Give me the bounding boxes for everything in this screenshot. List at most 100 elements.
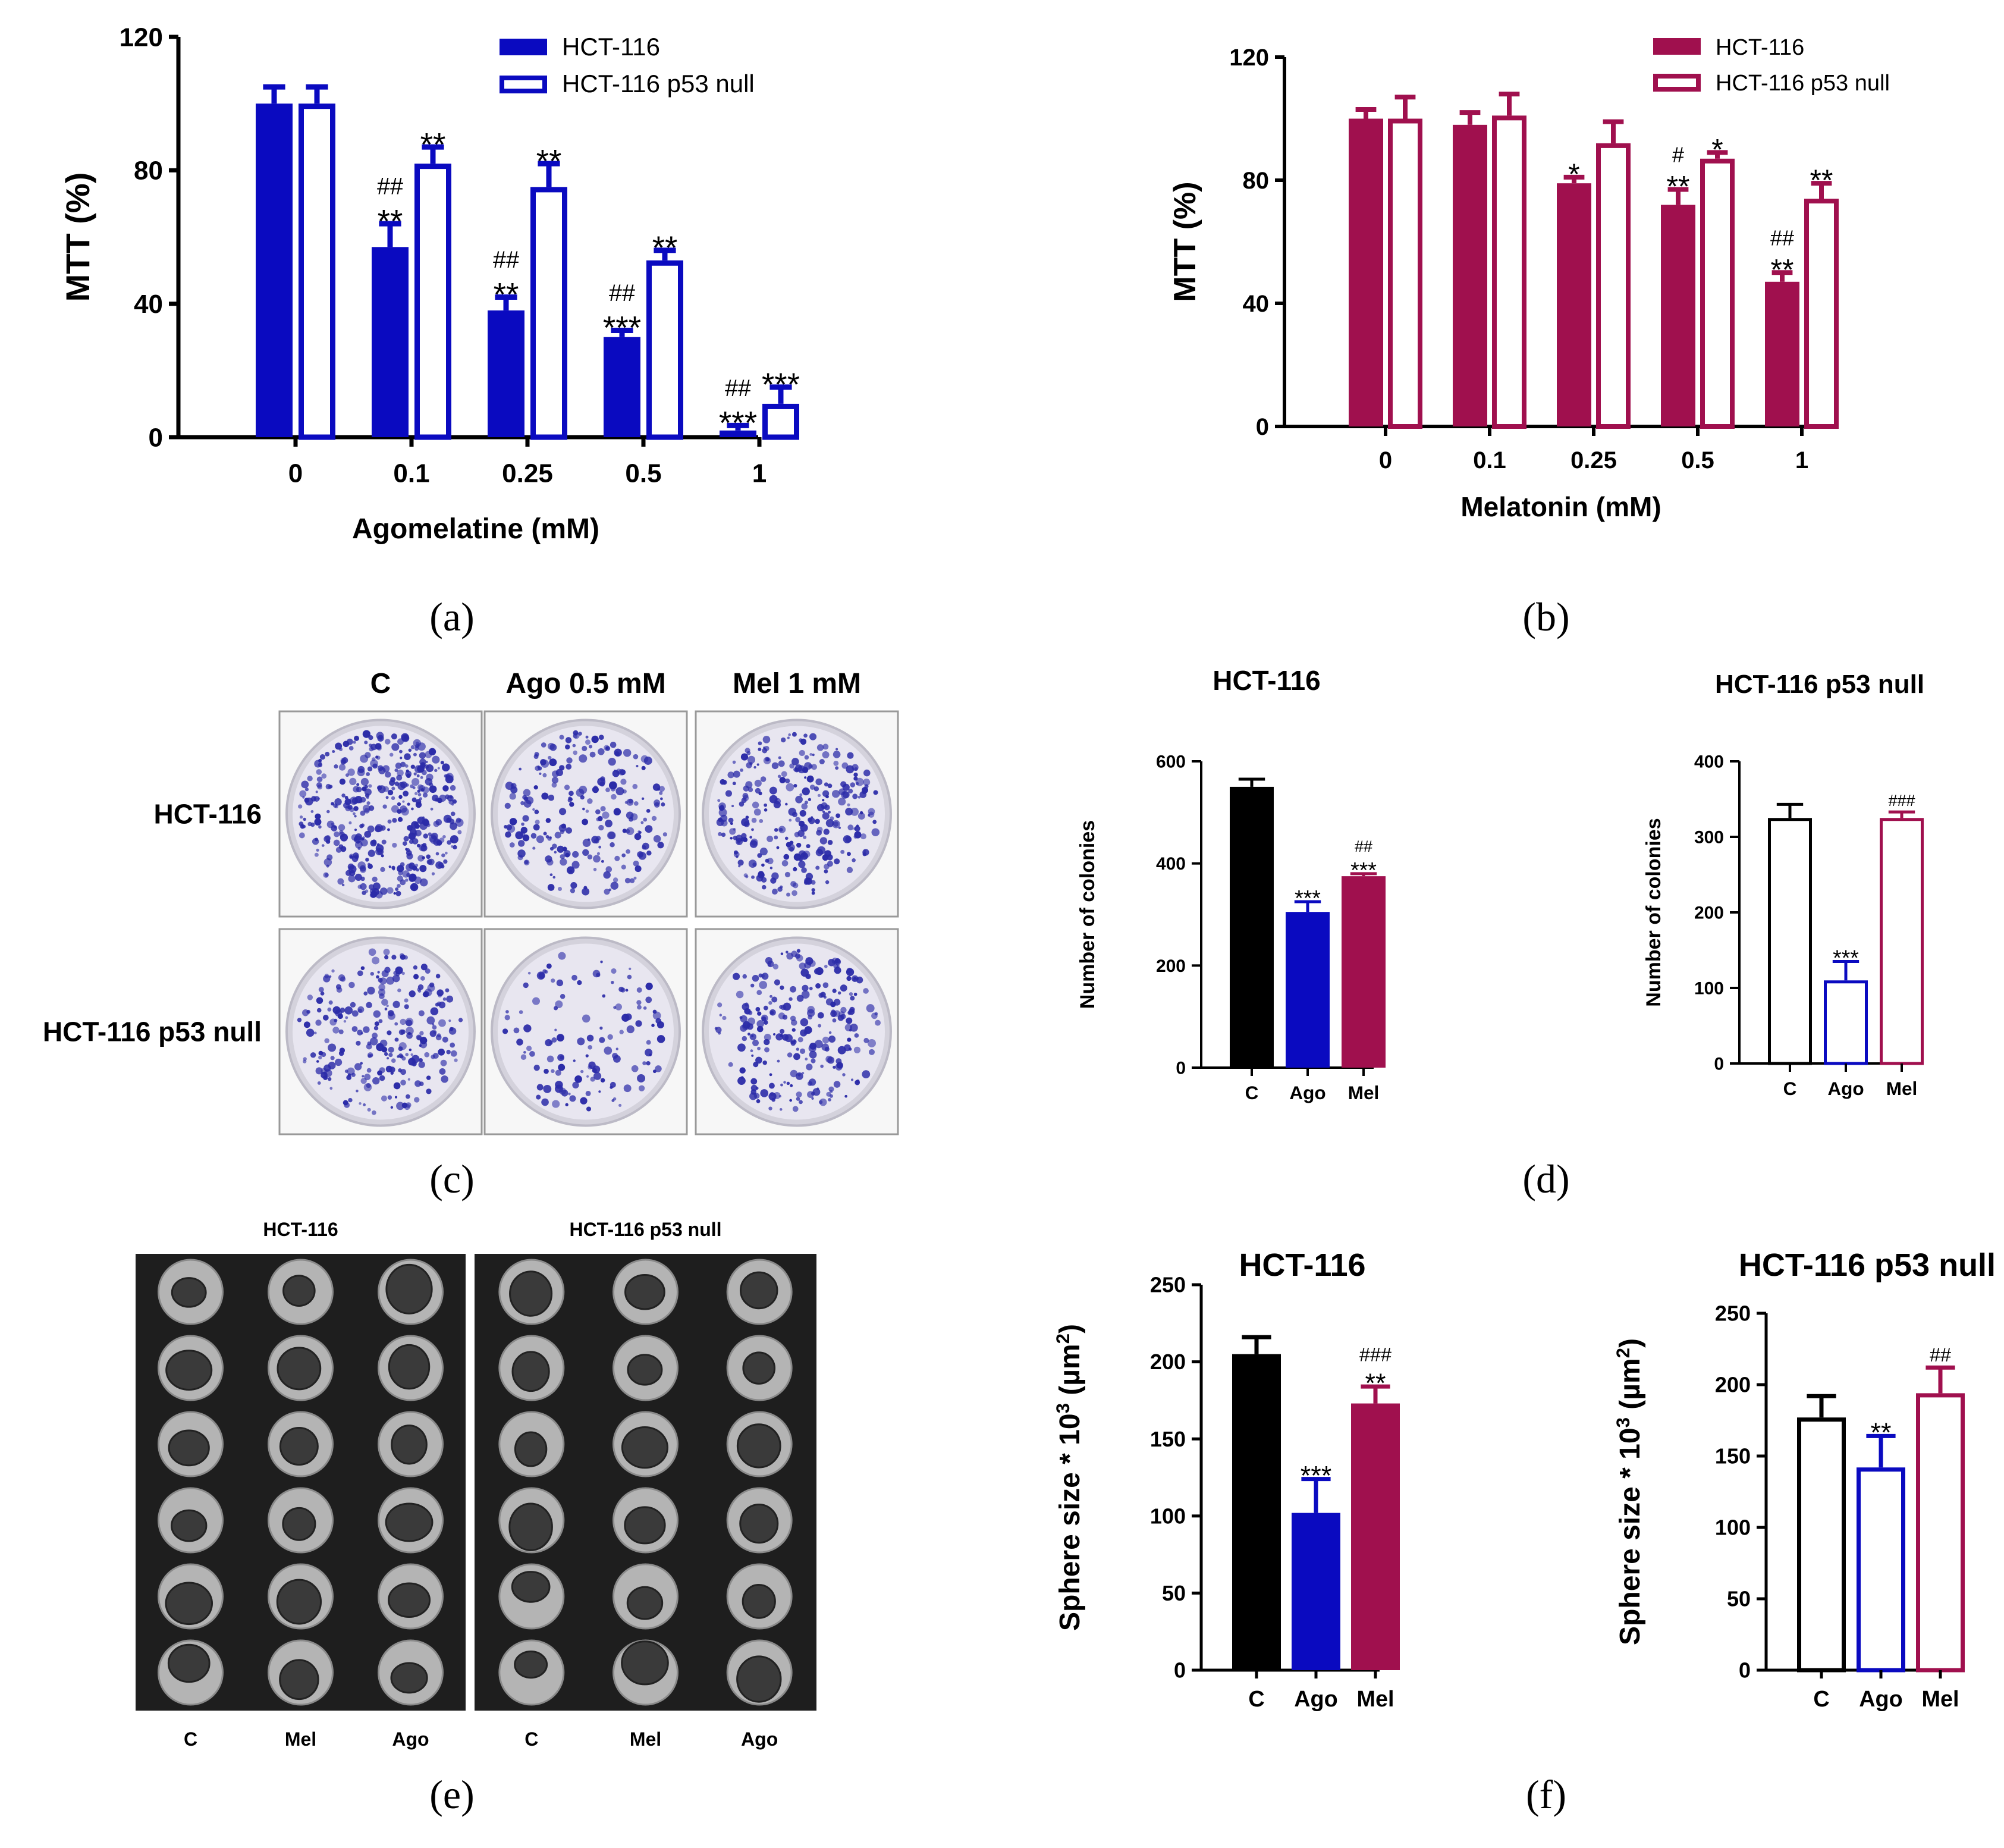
colony-dot	[390, 777, 396, 783]
colony-dot	[328, 1000, 333, 1005]
colony-dot	[863, 779, 871, 786]
colony-dot	[404, 764, 409, 768]
colony-dot	[567, 798, 572, 803]
colony-dot	[362, 836, 365, 840]
colony-dot	[610, 881, 618, 890]
colony-dot	[381, 1095, 387, 1102]
colony-dot	[396, 1102, 404, 1110]
colony-dot	[355, 833, 362, 840]
colony-dot	[557, 887, 562, 892]
colony-dot	[765, 858, 769, 863]
significance-marker: ***	[1350, 857, 1377, 882]
colony-dot	[402, 800, 405, 803]
bar	[1768, 818, 1812, 1065]
colony-dot	[812, 754, 815, 757]
bar	[530, 187, 567, 440]
colony-dot	[387, 1030, 392, 1036]
colony-dot	[406, 1032, 413, 1039]
colony-dot	[520, 1054, 527, 1060]
colony-dot	[615, 787, 624, 796]
colony-dot	[543, 1084, 552, 1093]
colony-dot	[789, 1099, 792, 1102]
significance-marker: ##	[725, 375, 751, 401]
x-tick-label: Ago	[1859, 1687, 1902, 1712]
colony-dot	[551, 1037, 557, 1043]
colony-dot	[572, 851, 579, 858]
colony-dot	[646, 1040, 651, 1045]
colony-dot	[614, 769, 617, 772]
colony-dot	[401, 1056, 406, 1061]
colony-dot	[388, 1010, 394, 1016]
spheroid	[279, 1659, 319, 1700]
colony-dot	[457, 830, 462, 834]
colony-dot	[388, 1046, 394, 1053]
colony-dot	[828, 1035, 836, 1043]
colony-dot	[397, 988, 401, 993]
x-tick-label: 0.5	[1681, 447, 1714, 473]
colony-dot	[381, 854, 384, 858]
colony-dot	[363, 992, 368, 996]
colony-dot	[822, 854, 829, 861]
colony-dot	[318, 987, 324, 993]
colony-dot	[855, 1080, 860, 1085]
colony-dot	[316, 848, 319, 852]
colony-dot	[591, 735, 599, 743]
colony-dot	[509, 818, 517, 826]
colony-dot	[369, 746, 374, 752]
colony-dot	[348, 981, 355, 989]
significance-marker: ##	[377, 173, 403, 199]
y-axis-label: Number of colonies	[1642, 818, 1665, 1006]
significance-marker: ***	[1301, 1460, 1332, 1491]
colony-dot	[824, 804, 830, 811]
colony-dot	[856, 824, 859, 827]
colony-dot	[661, 802, 665, 807]
colony-dot	[381, 970, 389, 977]
colony-dot	[382, 804, 387, 809]
colony-dot	[751, 828, 754, 832]
colony-dot	[808, 798, 812, 801]
colony-dot	[344, 1069, 348, 1073]
colony-dot	[515, 831, 523, 840]
colony-dot	[789, 818, 792, 822]
colony-dot	[566, 827, 572, 834]
colony-dot	[450, 822, 457, 830]
colony-dot	[370, 890, 378, 898]
colony-dot	[793, 783, 797, 788]
colony-dot	[410, 745, 415, 749]
colony-dot	[751, 1054, 754, 1057]
colony-dot	[645, 825, 653, 833]
colony-dot	[360, 810, 366, 816]
spheroid	[739, 1271, 778, 1310]
colony-dot	[401, 807, 409, 816]
colony-dot	[645, 996, 652, 1003]
colony-dot	[800, 1018, 809, 1027]
colony-dot	[825, 1055, 833, 1063]
colony-dot	[604, 889, 610, 895]
y-tick-label: 150	[1715, 1444, 1751, 1469]
colony-dot	[802, 787, 810, 796]
colony-dot	[807, 1009, 815, 1017]
colony-dot	[791, 890, 797, 896]
x-tick-label: 0	[1379, 447, 1392, 473]
colony-dot	[305, 797, 313, 806]
colony-dot	[390, 752, 394, 757]
spheroid	[282, 1507, 316, 1541]
colony-dot	[372, 1033, 378, 1039]
colony-dot	[404, 1004, 409, 1009]
spheroid	[621, 1640, 669, 1686]
bar	[1351, 1403, 1400, 1670]
y-axis-label-part: )	[1614, 1338, 1646, 1348]
colony-dot	[852, 764, 859, 771]
colony-dot	[637, 851, 644, 858]
colony-dot	[826, 1091, 831, 1097]
colony-dot	[363, 1103, 366, 1106]
colony-dot	[297, 1018, 302, 1022]
colony-dot	[541, 792, 549, 800]
colony-dot	[323, 858, 332, 867]
colony-dot	[824, 869, 828, 874]
spheroid	[514, 1431, 548, 1467]
colony-dot	[824, 964, 828, 968]
y-tick-label: 200	[1694, 903, 1724, 923]
colony-dot	[764, 808, 768, 812]
colony-dot	[307, 821, 312, 827]
